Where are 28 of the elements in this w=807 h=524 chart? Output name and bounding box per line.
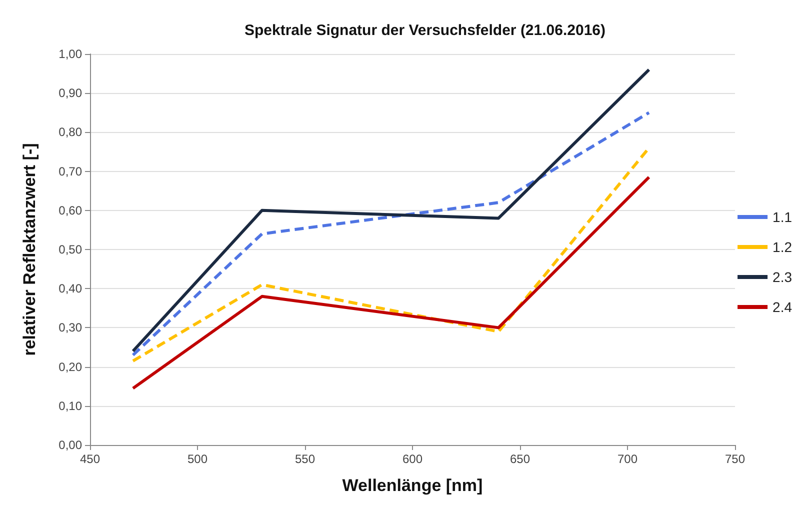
y-tick-label: 0,00	[58, 438, 82, 452]
x-tick-label: 550	[294, 452, 316, 466]
y-tick-label: 0,40	[58, 282, 82, 296]
y-tick-label: 0,10	[58, 398, 82, 413]
x-tick-label: 500	[187, 452, 208, 466]
x-tick-label: 600	[402, 452, 423, 466]
legend-label: 1.1	[772, 209, 792, 225]
x-tick-label: 450	[80, 452, 100, 466]
legend-label: 2.4	[772, 299, 792, 315]
y-tick-label: 0,60	[58, 203, 82, 218]
y-tick-label: 0,50	[58, 242, 82, 256]
y-tick-label: 1,00	[58, 47, 82, 61]
x-tick-label: 750	[724, 452, 746, 466]
y-tick-label: 0,80	[58, 125, 82, 140]
line-series	[132, 176, 650, 390]
line-series	[132, 68, 650, 353]
x-tick-label: 700	[617, 452, 638, 466]
chart-title: Spektrale Signatur der Versuchsfelder (21.06.2016)	[244, 22, 606, 39]
y-tick-label: 0,20	[58, 360, 82, 374]
y-tick-label: 0,90	[58, 86, 82, 100]
legend-label: 1.2	[772, 239, 792, 255]
y-tick-label: 0,70	[58, 164, 82, 178]
x-tick-label: 650	[510, 452, 530, 466]
line-series	[132, 111, 650, 357]
y-tick-label: 0,30	[58, 320, 82, 335]
x-axis-title: Wellenlänge [nm]	[342, 476, 483, 495]
legend-label: 2.3	[772, 269, 792, 285]
y-axis-title: relativer Reflektanzwert [-]	[20, 143, 39, 356]
